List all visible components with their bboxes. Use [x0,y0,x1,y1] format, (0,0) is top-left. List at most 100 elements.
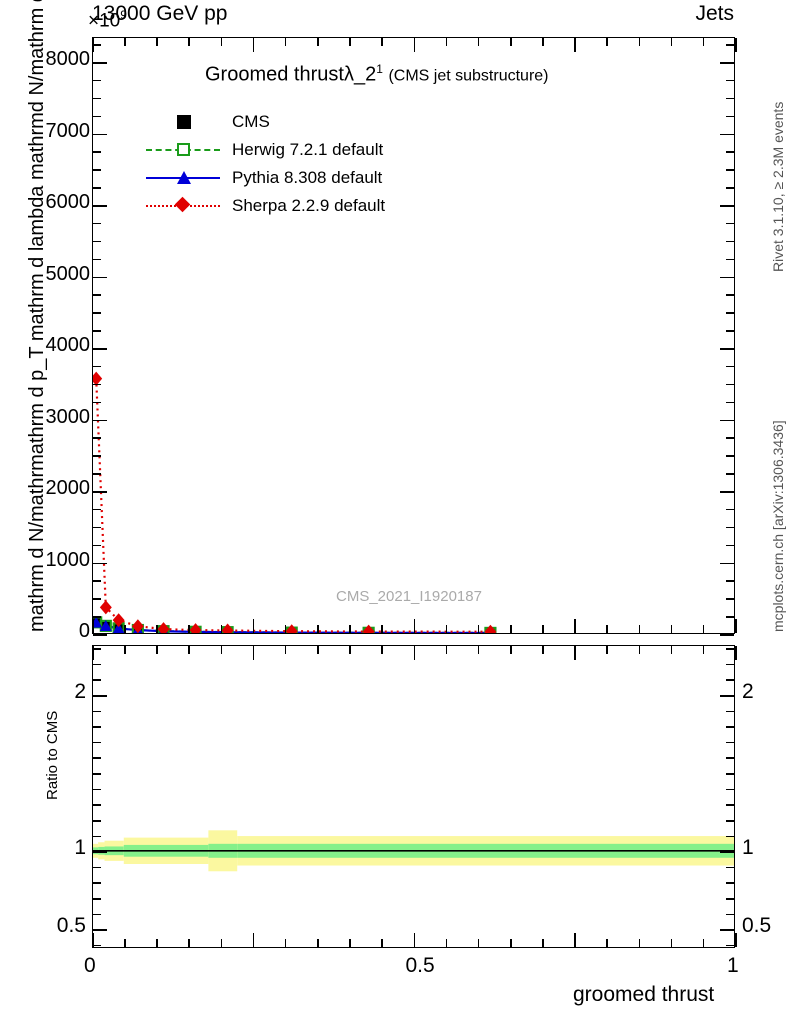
axis-tick [156,939,158,947]
ratio-band-inner [208,843,238,858]
axis-tick [93,419,107,422]
axis-tick [93,294,101,296]
data-point [99,619,112,632]
y-tick-label: 5000 [45,262,91,285]
axis-tick [542,38,544,46]
axis-tick [726,401,734,404]
axis-tick [720,851,734,853]
axis-tick [606,38,608,46]
axis-tick [726,788,734,791]
data-point [285,624,298,633]
axis-tick [726,473,734,475]
data-point [133,624,143,633]
legend-item-cms[interactable]: CMS [146,108,385,136]
axis-tick [381,939,383,947]
legend-symbol [177,143,190,156]
axis-tick [93,851,107,853]
axis-tick [720,562,734,565]
axis-tick [93,401,101,404]
data-point [485,627,496,633]
data-point [112,622,125,633]
data-point [100,621,111,632]
axis-tick [93,383,101,386]
axis-tick [726,913,734,916]
axis-tick [93,169,101,171]
legend-marker-square-open [146,139,220,161]
axis-tick [93,598,101,600]
ratio-tick-label: 2 [742,679,754,703]
data-point [131,619,144,633]
ratio-band-outer [208,830,238,872]
axis-tick [349,939,351,947]
axis-tick [702,38,705,46]
axis-tick [726,151,734,153]
axis-tick [413,38,416,52]
axis-tick [726,648,734,650]
ratio-data-layer [93,830,734,872]
ratio-band-outer [104,840,124,861]
axis-tick [284,646,287,654]
axis-tick [93,819,101,822]
axis-tick [93,205,107,207]
title-observable-sup: 1 [376,62,383,76]
axis-tick [188,646,191,654]
axis-tick [188,939,191,947]
axis-tick [726,580,734,582]
data-point [159,625,168,633]
axis-tick [670,625,673,633]
axis-tick [509,646,512,654]
legend-item-pythia[interactable]: Pythia 8.308 default [146,164,385,192]
legend-symbol [174,196,191,213]
y-axis-tick-labels: 8000 7000 6000 5000 4000 3000 2000 1000 0 [0,0,91,642]
data-point [222,627,233,633]
x-axis-title: groomed thrust [573,983,715,1006]
axis-tick [445,38,448,46]
data-point [112,613,125,628]
axis-tick [720,419,734,422]
axis-tick [574,619,576,633]
exponent-power: 9 [120,8,127,22]
ratio-tick-label: 1 [74,836,86,860]
data-point [190,626,201,633]
axis-tick [93,222,101,225]
axis-tick [93,788,101,791]
ratio-axis-title: Ratio to CMS [44,710,61,800]
axis-tick [726,526,734,529]
axis-tick [93,526,101,529]
ratio-band-outer [123,837,209,864]
data-point [99,620,112,631]
mcplots-reference-label: mcplots.cern.ch [arXiv:1306.3436] [770,420,786,632]
ratio-tick-label: 2 [74,679,86,703]
axis-tick [720,694,734,697]
axis-tick [93,276,107,279]
data-point [288,626,296,633]
legend-label: Herwig 7.2.1 default [232,140,384,159]
axis-tick [252,38,255,52]
axis-tick [93,491,107,493]
axis-tick [477,646,480,654]
axis-tick [93,455,101,457]
axis-tick [92,646,94,660]
axis-tick [413,933,416,947]
axis-tick [638,646,641,654]
data-point [484,626,497,633]
x-tick-label: 1 [727,954,739,977]
axis-tick [93,804,101,806]
axis-tick [542,939,544,947]
axis-tick [93,115,101,118]
axis-tick [606,646,608,654]
legend-item-sherpa[interactable]: Sherpa 2.2.9 default [146,192,385,220]
legend-label: Pythia 8.308 default [232,168,383,187]
legend-item-herwig[interactable]: Herwig 7.2.1 default [146,136,385,164]
axis-tick [93,663,101,666]
data-point [99,600,112,615]
axis-tick [720,634,734,636]
ratio-tick-label: 0.5 [56,914,86,938]
axis-tick [220,38,223,46]
axis-tick [702,939,705,947]
axis-tick [93,365,101,368]
axis-tick [93,330,101,332]
axis-tick [349,38,351,46]
axis-tick [93,151,101,153]
axis-tick [726,187,734,189]
